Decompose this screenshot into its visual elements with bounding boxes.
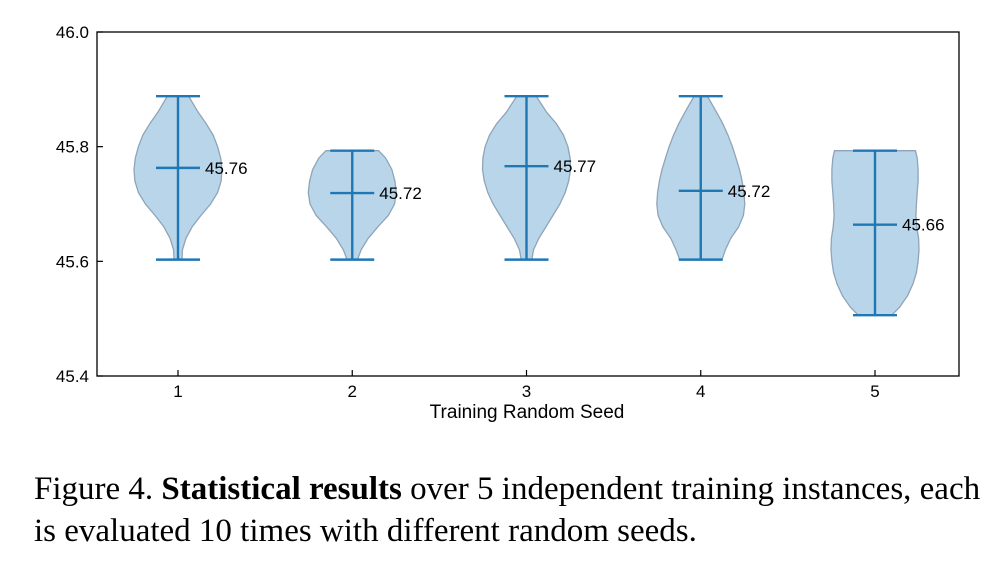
violin-5: 45.66 <box>830 149 945 317</box>
median-label-4: 45.72 <box>728 182 771 201</box>
caption-prefix: Figure 4. <box>34 471 162 507</box>
figure-caption: Figure 4. Statistical results over 5 ind… <box>34 468 984 552</box>
caption-rest: over 5 independent training instances, e… <box>34 471 981 549</box>
y-tick-label: 45.8 <box>56 138 89 157</box>
violin-4: 45.72 <box>656 95 771 261</box>
x-tick-label: 3 <box>522 382 531 401</box>
violin-2: 45.72 <box>307 149 422 261</box>
median-label-5: 45.66 <box>902 216 945 235</box>
y-tick-label: 46.0 <box>56 23 89 42</box>
caption-bold: Statistical results <box>161 471 402 507</box>
x-tick-label: 4 <box>696 382 705 401</box>
median-label-1: 45.76 <box>205 159 248 178</box>
x-tick-label: 2 <box>348 382 357 401</box>
median-label-3: 45.77 <box>554 157 597 176</box>
violin-3: 45.77 <box>481 95 597 261</box>
x-axis-label: Training Random Seed <box>430 402 625 423</box>
violin-1: 45.76 <box>133 95 248 261</box>
median-label-2: 45.72 <box>379 184 422 203</box>
violin-chart: 45.76 45.72 45.77 45.72 45.66 45.4 45.6 45.8 46… <box>56 23 960 423</box>
y-tick-label: 45.4 <box>56 367 89 386</box>
x-tick-label: 5 <box>870 382 879 401</box>
y-tick-label: 45.6 <box>56 252 89 271</box>
plot-frame <box>96 31 960 377</box>
x-tick-label: 1 <box>173 382 182 401</box>
